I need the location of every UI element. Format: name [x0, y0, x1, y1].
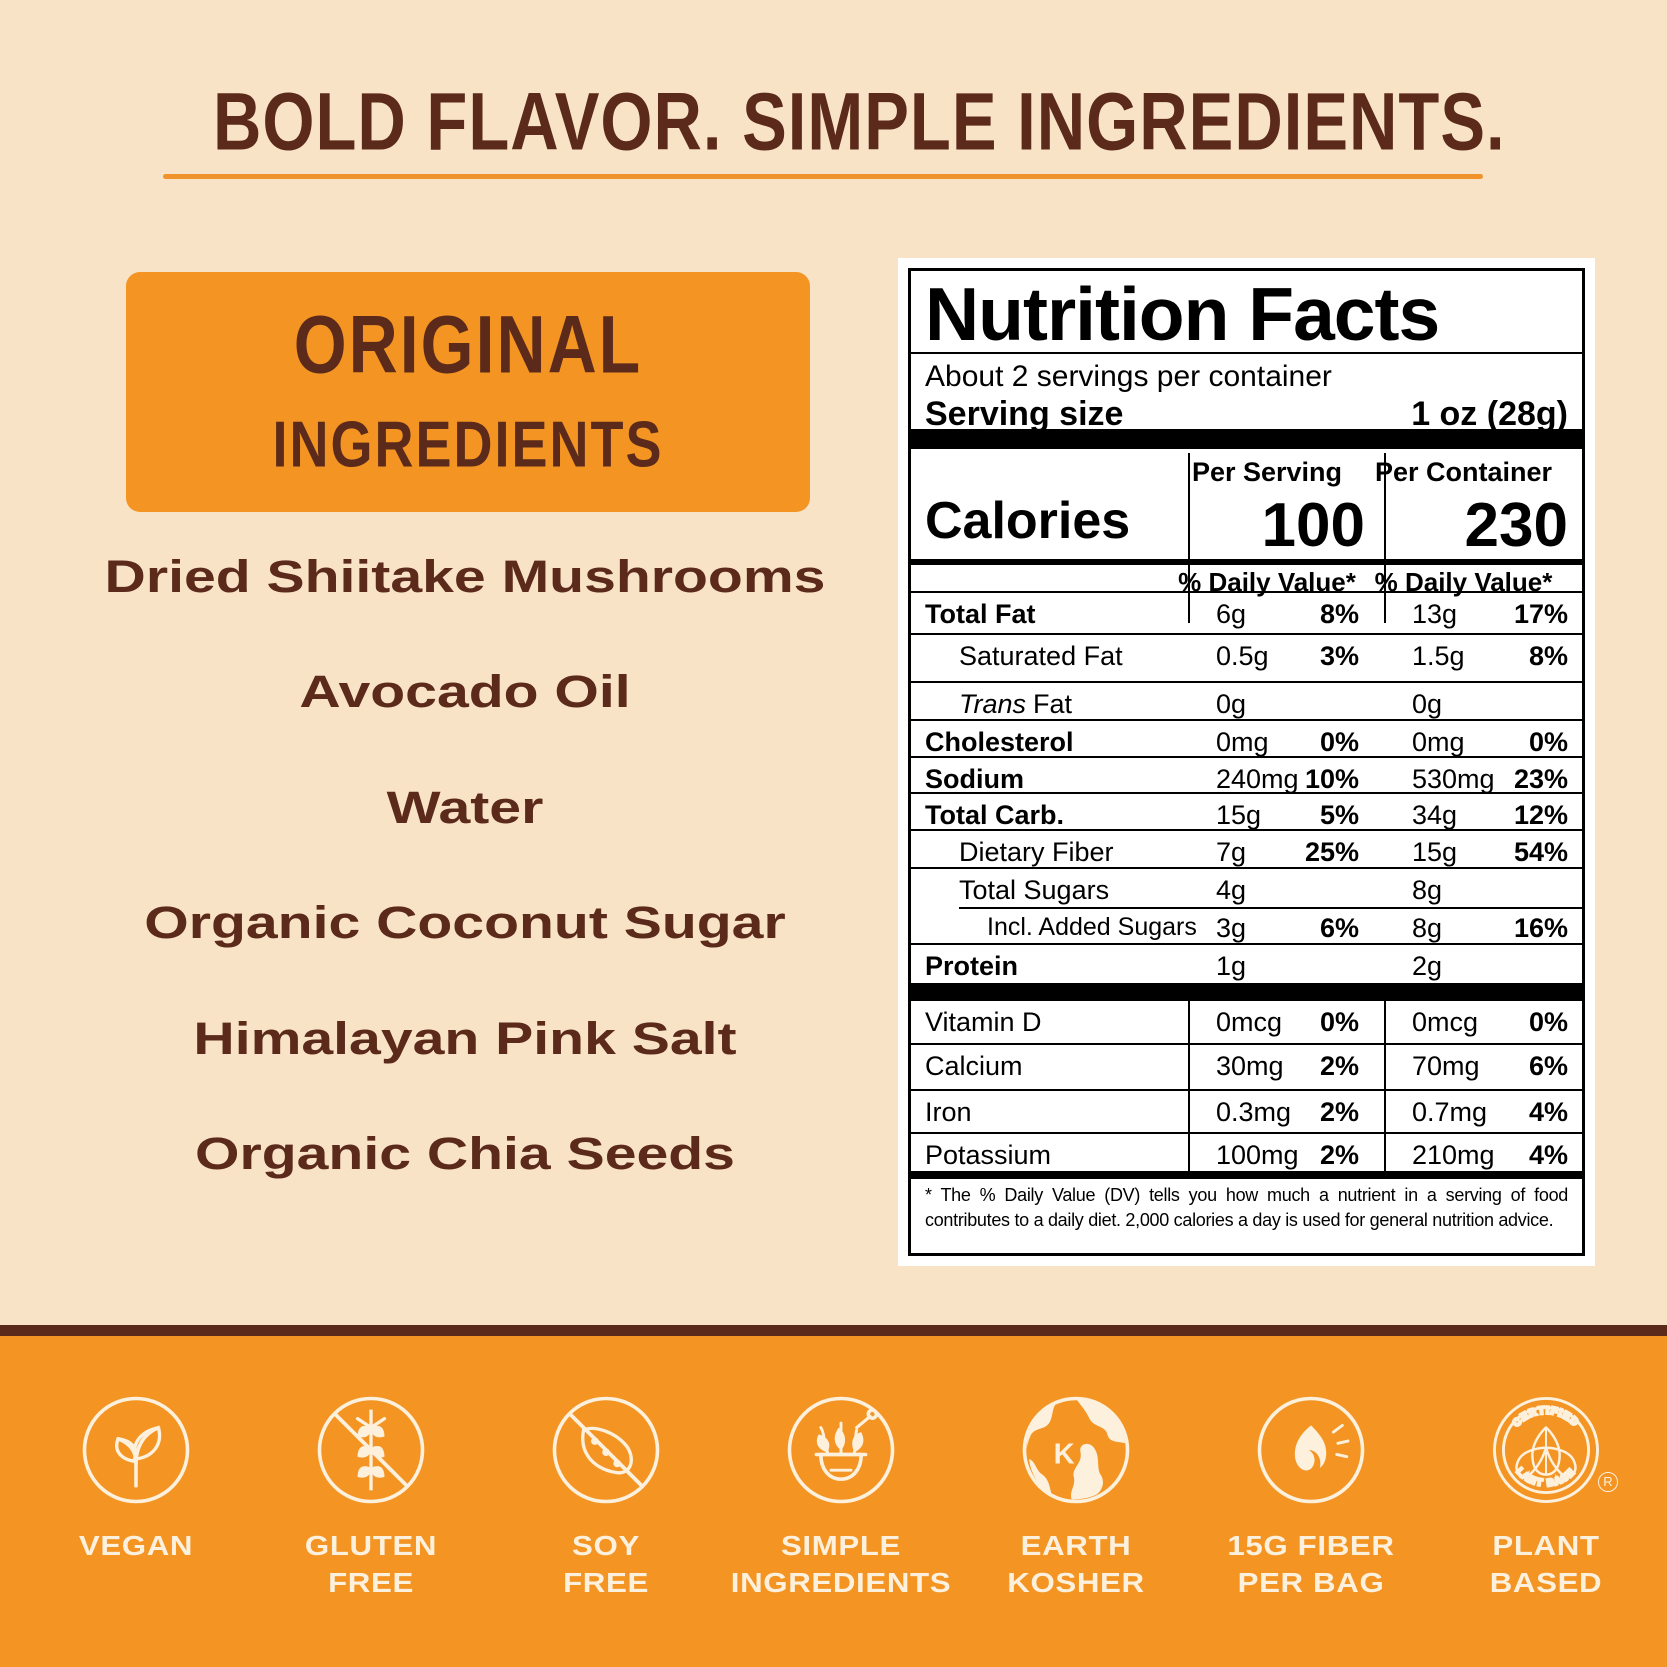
svg-text:K: K [1054, 1438, 1075, 1470]
svg-text:CERTIFIED: CERTIFIED [1511, 1405, 1581, 1429]
